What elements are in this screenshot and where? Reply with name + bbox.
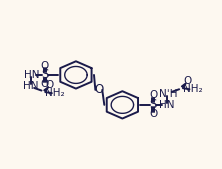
- Text: O: O: [149, 90, 157, 101]
- Text: HN: HN: [24, 70, 40, 80]
- Text: O: O: [41, 61, 49, 71]
- Text: NH₂: NH₂: [183, 84, 202, 94]
- Text: NH₂: NH₂: [45, 88, 65, 98]
- Text: NˈH: NˈH: [159, 89, 177, 99]
- Text: O: O: [95, 83, 104, 96]
- Text: O: O: [149, 109, 157, 119]
- Text: HN: HN: [159, 100, 174, 110]
- Text: HN: HN: [23, 81, 38, 91]
- Text: S: S: [41, 68, 49, 81]
- Text: O: O: [183, 76, 192, 86]
- Text: O: O: [41, 79, 49, 89]
- Text: S: S: [150, 98, 157, 111]
- Text: O: O: [46, 80, 54, 90]
